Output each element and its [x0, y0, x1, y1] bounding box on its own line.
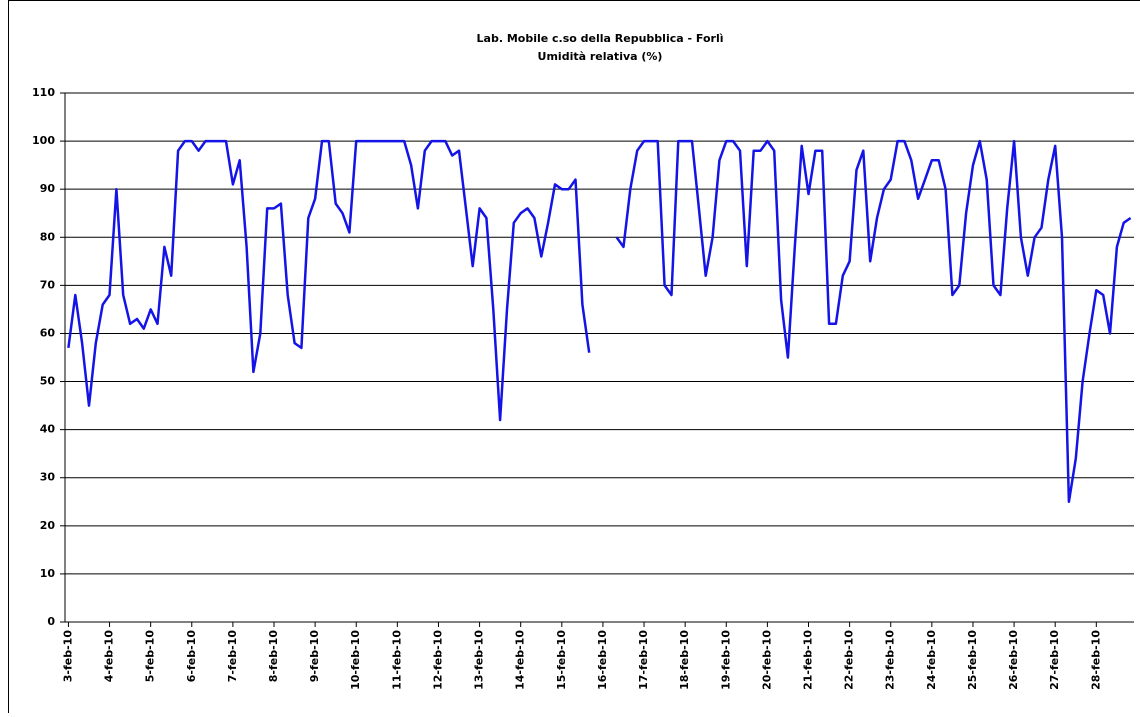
chart-frame — [9, 1, 1140, 714]
x-tick-label: 5-feb-10 — [144, 630, 157, 683]
x-tick-label: 22-feb-10 — [843, 630, 856, 690]
y-tick-label: 60 — [40, 326, 56, 339]
x-tick-label: 12-feb-10 — [431, 630, 444, 690]
x-tick-label: 3-feb-10 — [61, 630, 74, 683]
x-tick-label: 15-feb-10 — [555, 630, 568, 690]
data-line — [68, 141, 1130, 502]
x-tick-label: 28-feb-10 — [1089, 630, 1102, 690]
y-tick-label: 40 — [40, 423, 56, 436]
y-tick-label: 20 — [40, 519, 56, 532]
x-tick-label: 8-feb-10 — [267, 630, 280, 683]
y-tick-label: 100 — [32, 134, 55, 147]
y-tick-label: 30 — [40, 471, 56, 484]
y-tick-label: 90 — [40, 182, 56, 195]
x-tick-label: 17-feb-10 — [637, 630, 650, 690]
y-tick-label: 10 — [40, 567, 56, 580]
x-tick-label: 21-feb-10 — [802, 630, 815, 690]
x-tick-label: 19-feb-10 — [719, 630, 732, 690]
x-tick-label: 24-feb-10 — [925, 630, 938, 690]
x-tick-label: 6-feb-10 — [185, 630, 198, 683]
x-tick-label: 26-feb-10 — [1007, 630, 1020, 690]
x-tick-label: 11-feb-10 — [390, 630, 403, 690]
chart-subtitle: Umidità relativa (%) — [538, 50, 663, 63]
chart-title: Lab. Mobile c.so della Repubblica - Forl… — [477, 32, 724, 45]
x-tick-label: 25-feb-10 — [966, 630, 979, 690]
x-tick-label: 27-feb-10 — [1048, 630, 1061, 690]
x-tick-label: 16-feb-10 — [596, 630, 609, 690]
y-tick-label: 0 — [47, 615, 55, 628]
x-tick-label: 13-feb-10 — [473, 630, 486, 690]
x-tick-label: 23-feb-10 — [884, 630, 897, 690]
x-tick-label: 7-feb-10 — [226, 630, 239, 683]
x-tick-label: 14-feb-10 — [514, 630, 527, 690]
x-tick-label: 10-feb-10 — [349, 630, 362, 690]
x-tick-label: 20-feb-10 — [760, 630, 773, 690]
x-tick-label: 9-feb-10 — [308, 630, 321, 683]
x-tick-label: 4-feb-10 — [103, 630, 116, 683]
y-tick-label: 80 — [40, 230, 56, 243]
y-tick-label: 50 — [40, 375, 56, 388]
y-tick-label: 70 — [40, 278, 56, 291]
y-tick-label: 110 — [32, 86, 55, 99]
x-tick-label: 18-feb-10 — [678, 630, 691, 690]
